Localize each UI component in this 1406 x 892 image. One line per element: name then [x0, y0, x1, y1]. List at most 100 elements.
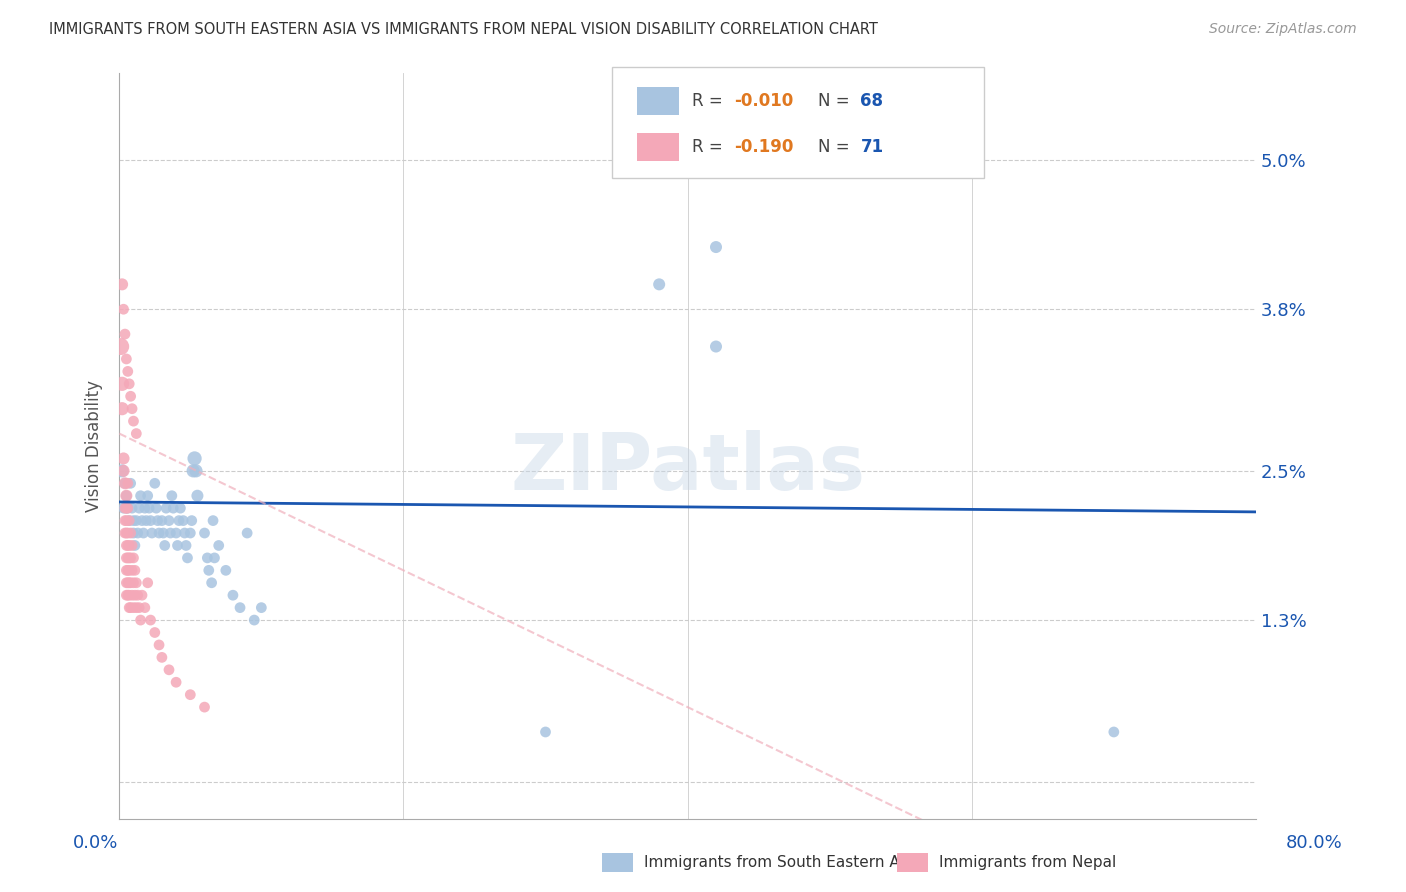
Point — [704, 240, 727, 254]
Point — [112, 464, 135, 478]
Point — [186, 489, 208, 503]
Point — [117, 501, 139, 516]
Point — [128, 501, 150, 516]
Point — [125, 600, 148, 615]
Point — [112, 302, 135, 317]
Point — [160, 489, 183, 503]
Point — [145, 501, 167, 516]
Point — [112, 501, 135, 516]
Point — [138, 501, 160, 516]
Y-axis label: Vision Disability: Vision Disability — [86, 380, 103, 512]
Point — [117, 476, 139, 491]
Point — [120, 575, 142, 590]
Point — [112, 451, 135, 466]
Point — [117, 588, 139, 602]
Point — [166, 539, 188, 553]
Point — [118, 539, 141, 553]
Point — [122, 414, 145, 428]
Point — [125, 514, 148, 528]
Point — [179, 526, 201, 541]
Point — [125, 575, 148, 590]
Point — [131, 588, 153, 602]
Text: 0.0%: 0.0% — [73, 834, 118, 852]
Point — [120, 600, 142, 615]
Point — [162, 501, 184, 516]
Point — [115, 575, 138, 590]
Text: -0.010: -0.010 — [734, 92, 793, 110]
Point — [122, 550, 145, 565]
Point — [704, 339, 727, 353]
Point — [148, 526, 170, 541]
Point — [222, 588, 245, 602]
Text: N =: N = — [818, 138, 855, 156]
Point — [117, 550, 139, 565]
Point — [202, 514, 225, 528]
Point — [195, 550, 218, 565]
Point — [118, 575, 141, 590]
Point — [127, 526, 149, 541]
Point — [121, 588, 143, 602]
Point — [243, 613, 266, 627]
Point — [115, 489, 138, 503]
Point — [131, 514, 153, 528]
Point — [115, 526, 138, 541]
Point — [124, 588, 146, 602]
Text: Immigrants from South Eastern Asia: Immigrants from South Eastern Asia — [644, 855, 921, 870]
Point — [197, 563, 219, 577]
Point — [159, 526, 181, 541]
Point — [183, 451, 205, 466]
Point — [157, 663, 180, 677]
Point — [167, 514, 190, 528]
Point — [114, 476, 136, 491]
Point — [134, 600, 156, 615]
Point — [136, 575, 159, 590]
Point — [111, 376, 134, 391]
Point — [150, 650, 173, 665]
Point — [250, 600, 273, 615]
Point — [172, 514, 194, 528]
Point — [117, 501, 139, 516]
Point — [117, 575, 139, 590]
Point — [193, 526, 215, 541]
Point — [134, 501, 156, 516]
Point — [122, 600, 145, 615]
Point — [153, 539, 176, 553]
Text: IMMIGRANTS FROM SOUTH EASTERN ASIA VS IMMIGRANTS FROM NEPAL VISION DISABILITY CO: IMMIGRANTS FROM SOUTH EASTERN ASIA VS IM… — [49, 22, 879, 37]
Point — [132, 526, 155, 541]
Point — [155, 501, 177, 516]
Text: -0.190: -0.190 — [734, 138, 793, 156]
Text: 71: 71 — [860, 138, 883, 156]
Point — [115, 550, 138, 565]
Point — [115, 351, 138, 366]
Point — [114, 476, 136, 491]
Point — [115, 514, 138, 528]
Point — [115, 588, 138, 602]
Point — [128, 600, 150, 615]
Point — [152, 526, 174, 541]
Point — [115, 501, 138, 516]
Point — [117, 364, 139, 378]
Point — [114, 501, 136, 516]
Point — [111, 277, 134, 292]
Text: R =: R = — [692, 138, 728, 156]
Point — [120, 550, 142, 565]
Text: R =: R = — [692, 92, 728, 110]
Point — [157, 514, 180, 528]
Point — [1102, 725, 1125, 739]
Point — [121, 539, 143, 553]
Text: 80.0%: 80.0% — [1286, 834, 1343, 852]
Point — [118, 550, 141, 565]
Text: Source: ZipAtlas.com: Source: ZipAtlas.com — [1209, 22, 1357, 37]
Point — [201, 575, 224, 590]
Point — [121, 563, 143, 577]
Point — [184, 464, 207, 478]
Point — [120, 476, 142, 491]
Point — [122, 526, 145, 541]
Point — [114, 514, 136, 528]
Point — [124, 539, 146, 553]
Point — [139, 514, 162, 528]
Point — [193, 700, 215, 714]
Point — [124, 563, 146, 577]
Point — [114, 327, 136, 342]
Text: Immigrants from Nepal: Immigrants from Nepal — [939, 855, 1116, 870]
